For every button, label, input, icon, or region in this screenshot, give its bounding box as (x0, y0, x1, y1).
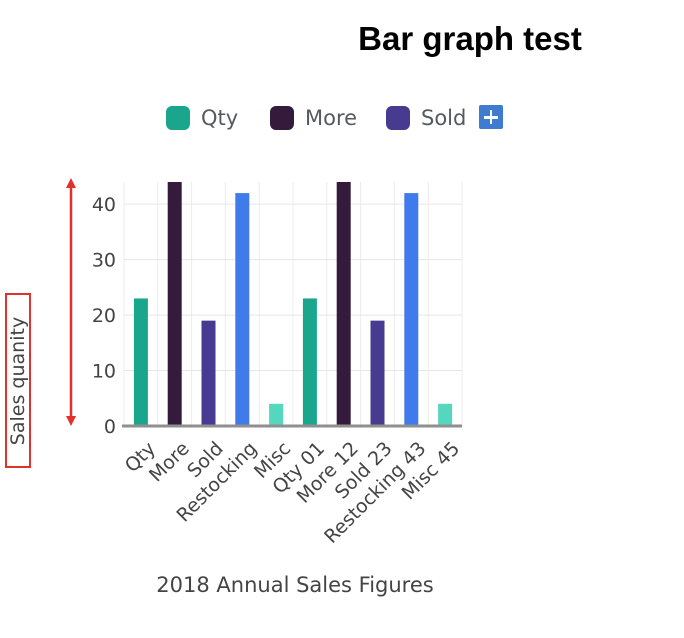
bar-9[interactable] (438, 403, 453, 426)
bar-5[interactable] (302, 298, 317, 426)
legend-swatch-sold (386, 106, 410, 130)
legend-label-sold: Sold (421, 106, 467, 130)
plus-icon[interactable] (479, 105, 503, 129)
bar-0[interactable] (133, 298, 148, 426)
y-axis-label: Sales quanity (7, 316, 29, 445)
y-tick-label: 0 (104, 416, 116, 438)
bar-6[interactable] (336, 182, 351, 426)
legend-item-more[interactable]: More (270, 100, 357, 136)
legend-swatch-more (270, 106, 294, 130)
x-axis-label: 2018 Annual Sales Figures (156, 573, 434, 597)
legend-item-qty[interactable]: Qty (166, 100, 238, 136)
y-axis-label-box: Sales quanity (5, 293, 31, 468)
y-tick-label: 10 (92, 361, 116, 383)
bar-3[interactable] (235, 193, 250, 426)
y-axis-ticks: 0 10 20 30 40 (92, 194, 116, 438)
bar-2[interactable] (201, 320, 216, 426)
legend-label-more: More (305, 106, 358, 130)
bar-7[interactable] (370, 320, 385, 426)
bar-1[interactable] (167, 182, 182, 426)
chart-title: Bar graph test (358, 20, 582, 57)
bar-8[interactable] (404, 193, 419, 426)
legend-label-qty: Qty (201, 106, 239, 130)
y-tick-label: 20 (92, 305, 116, 327)
legend-item-sold[interactable]: Sold (386, 100, 466, 136)
legend: Qty More Sold (0, 100, 684, 136)
legend-swatch-qty (166, 106, 190, 130)
bar-4[interactable] (269, 403, 284, 426)
y-tick-label: 30 (92, 250, 116, 272)
bars (133, 182, 453, 426)
y-tick-label: 40 (92, 194, 116, 216)
